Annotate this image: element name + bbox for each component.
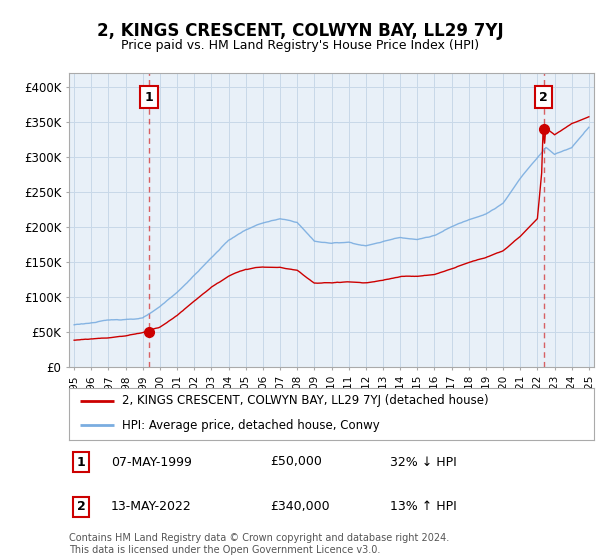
Text: 2, KINGS CRESCENT, COLWYN BAY, LL29 7YJ (detached house): 2, KINGS CRESCENT, COLWYN BAY, LL29 7YJ …	[121, 394, 488, 408]
Text: £340,000: £340,000	[270, 500, 329, 514]
Text: 13% ↑ HPI: 13% ↑ HPI	[390, 500, 457, 514]
Text: 2: 2	[77, 500, 85, 514]
Text: Price paid vs. HM Land Registry's House Price Index (HPI): Price paid vs. HM Land Registry's House …	[121, 39, 479, 52]
Text: 2, KINGS CRESCENT, COLWYN BAY, LL29 7YJ: 2, KINGS CRESCENT, COLWYN BAY, LL29 7YJ	[97, 22, 503, 40]
Text: 13-MAY-2022: 13-MAY-2022	[111, 500, 192, 514]
Text: 07-MAY-1999: 07-MAY-1999	[111, 455, 192, 469]
Text: 2: 2	[539, 91, 548, 104]
Text: 32% ↓ HPI: 32% ↓ HPI	[390, 455, 457, 469]
Text: 1: 1	[77, 455, 85, 469]
Text: Contains HM Land Registry data © Crown copyright and database right 2024.
This d: Contains HM Land Registry data © Crown c…	[69, 533, 449, 555]
Text: 1: 1	[145, 91, 154, 104]
Text: £50,000: £50,000	[270, 455, 322, 469]
Text: HPI: Average price, detached house, Conwy: HPI: Average price, detached house, Conw…	[121, 419, 379, 432]
